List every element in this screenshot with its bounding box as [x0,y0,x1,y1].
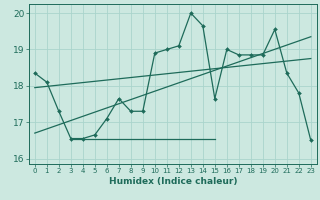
X-axis label: Humidex (Indice chaleur): Humidex (Indice chaleur) [108,177,237,186]
